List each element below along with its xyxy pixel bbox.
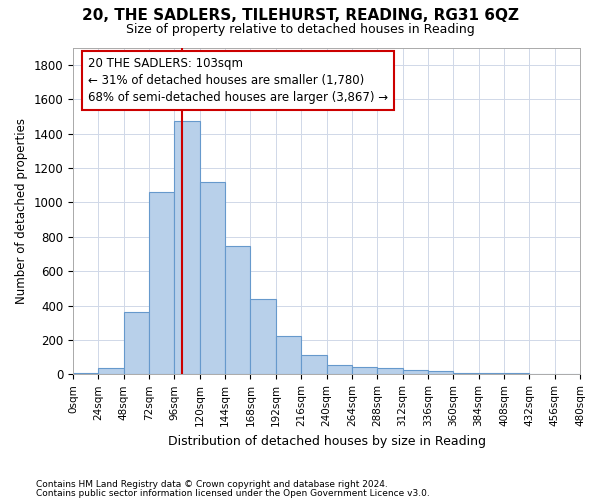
Text: Contains public sector information licensed under the Open Government Licence v3: Contains public sector information licen… (36, 488, 430, 498)
Bar (225, 246, 250, 374)
Bar (73, 372, 98, 374)
Bar (301, 356, 326, 374)
Bar (403, 370, 428, 374)
Bar (428, 371, 453, 374)
Bar (175, 122, 200, 374)
Bar (326, 365, 352, 374)
Y-axis label: Number of detached properties: Number of detached properties (15, 118, 28, 304)
Bar (124, 312, 149, 374)
Bar (149, 192, 175, 374)
Text: 20 THE SADLERS: 103sqm
← 31% of detached houses are smaller (1,780)
68% of semi-: 20 THE SADLERS: 103sqm ← 31% of detached… (88, 58, 388, 104)
Bar (352, 366, 377, 374)
Text: Size of property relative to detached houses in Reading: Size of property relative to detached ho… (125, 22, 475, 36)
Bar (276, 336, 301, 374)
Bar (453, 372, 479, 374)
Bar (250, 300, 276, 374)
Bar (98, 368, 124, 374)
Text: 20, THE SADLERS, TILEHURST, READING, RG31 6QZ: 20, THE SADLERS, TILEHURST, READING, RG3… (82, 8, 518, 22)
X-axis label: Distribution of detached houses by size in Reading: Distribution of detached houses by size … (167, 434, 485, 448)
Text: Contains HM Land Registry data © Crown copyright and database right 2024.: Contains HM Land Registry data © Crown c… (36, 480, 388, 489)
Bar (200, 182, 225, 374)
Bar (377, 368, 403, 374)
